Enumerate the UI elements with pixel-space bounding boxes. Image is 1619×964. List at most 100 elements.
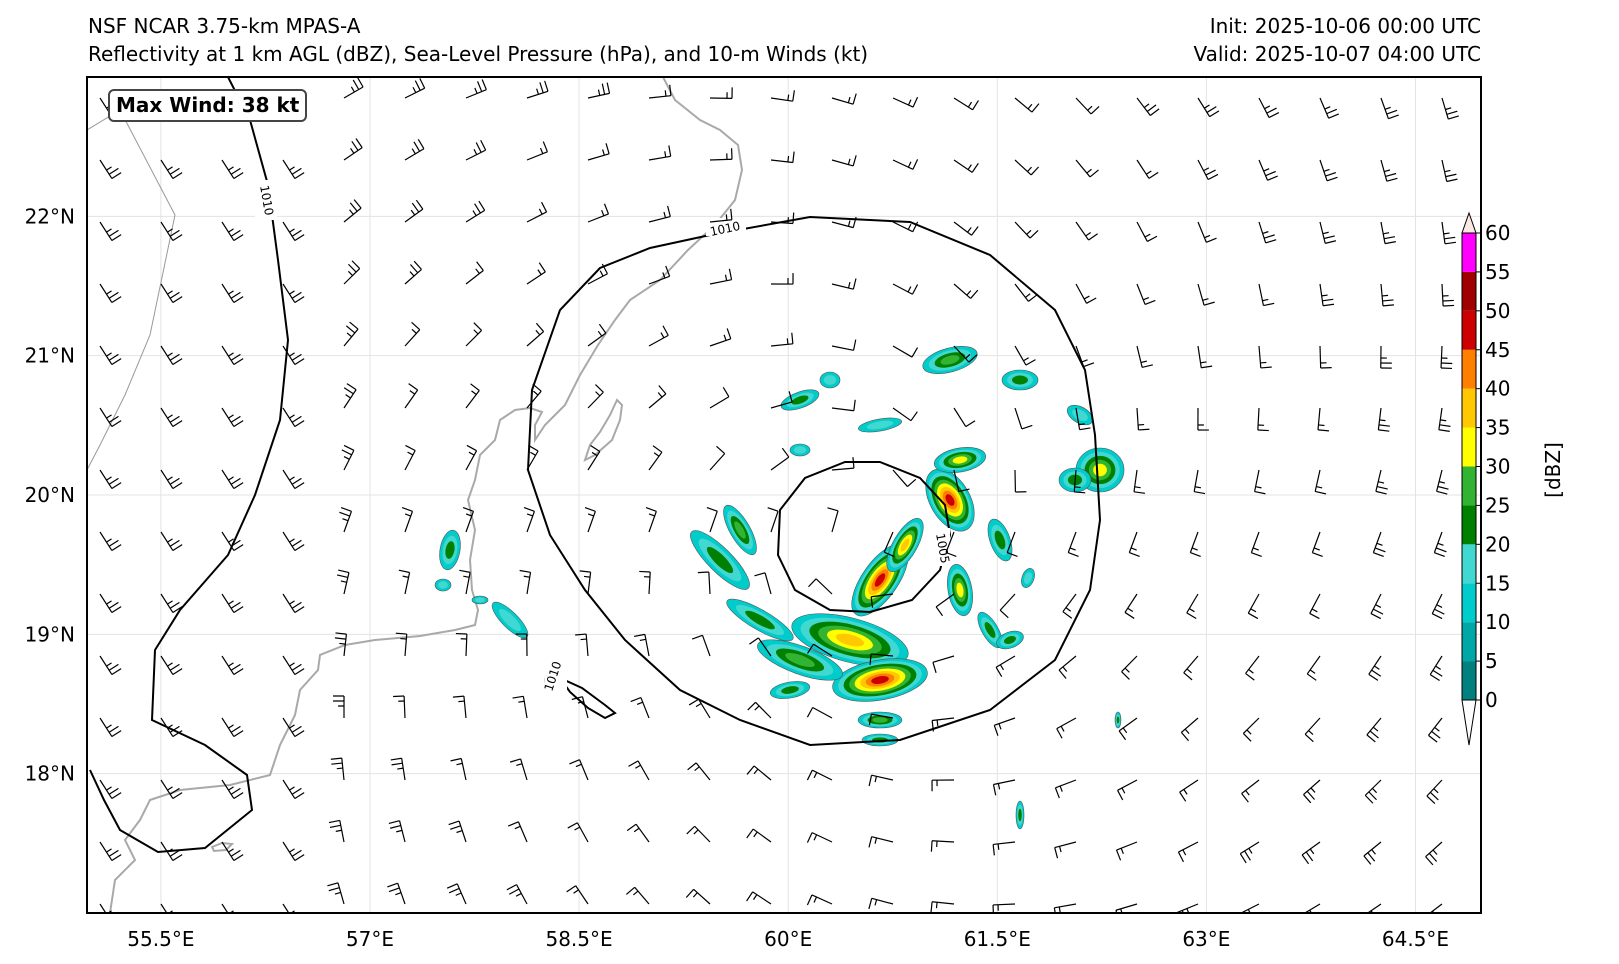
wind-barb-icon <box>1438 407 1451 432</box>
wind-barb-icon <box>993 717 1016 736</box>
wind-barb-icon <box>99 531 122 552</box>
wind-barb-icon <box>770 391 793 409</box>
wind-barb-icon <box>932 655 955 674</box>
colorbar-segment <box>1462 271 1476 311</box>
wind-barb-icon <box>770 151 795 164</box>
colorbar-tick-label: 60 <box>1485 221 1510 245</box>
lon-tick-label: 61.5°E <box>964 927 1031 951</box>
wind-barb-icon <box>526 444 539 471</box>
echo-cell <box>871 676 889 684</box>
colorbar-segment <box>1462 349 1476 389</box>
wind-barb-icon <box>697 571 711 595</box>
wind-barb-icon <box>806 769 833 781</box>
wind-barb-icon <box>523 507 535 533</box>
wind-barb-icon <box>1117 779 1138 801</box>
wind-barb-icon <box>1380 283 1395 307</box>
wind-barb-icon <box>1258 97 1280 119</box>
wind-barb-icon <box>806 894 833 906</box>
wind-barb-icon <box>953 345 978 363</box>
wind-barb-icon <box>1247 593 1260 620</box>
wind-barb-icon <box>526 80 549 99</box>
title-fields: Reflectivity at 1 km AGL (dBZ), Sea-Leve… <box>88 42 869 66</box>
wind-barb-icon <box>648 385 667 409</box>
wind-barb-icon <box>953 469 970 493</box>
wind-barb-icon <box>1054 841 1077 859</box>
wind-barb-icon <box>1317 407 1330 432</box>
wind-barb-icon <box>1239 841 1260 864</box>
wind-barb-icon <box>709 148 733 161</box>
wind-barb-icon <box>831 93 857 105</box>
isobar-labels: 1010 1010 1010 1005 <box>255 180 952 696</box>
wind-barb-icon <box>99 779 122 800</box>
wind-barb-icon <box>648 84 672 99</box>
wind-barb-icon <box>1115 903 1138 913</box>
isobar-label-1010-west: 1010 <box>257 184 276 217</box>
wind-barb-icon <box>806 706 833 719</box>
wind-barb-icon <box>1368 655 1382 681</box>
wind-barb-icon <box>648 445 663 471</box>
colorbar-tick-label: 45 <box>1485 338 1510 362</box>
wind-barb-icon <box>282 593 305 614</box>
wind-barb-icon <box>868 897 894 910</box>
wind-barb-icon <box>1180 717 1199 742</box>
wind-barb-icon <box>587 143 610 161</box>
wind-barb-icon <box>1311 531 1323 558</box>
echo-cell <box>940 355 960 365</box>
wind-barb-icon <box>746 891 772 905</box>
wind-barb-icon <box>1075 221 1098 241</box>
colorbar-tick-label: 35 <box>1485 416 1510 440</box>
wind-barb-icon <box>339 507 353 533</box>
wind-barb-icon <box>398 569 411 595</box>
wind-barb-icon <box>1319 159 1338 182</box>
wind-barb-icon <box>1366 903 1382 913</box>
wind-barb-icon <box>1250 531 1262 558</box>
colorbar-segment <box>1462 388 1476 428</box>
wind-barb-icon <box>334 632 348 657</box>
wind-barb-icon <box>395 632 408 657</box>
wind-barb-icon <box>404 260 422 285</box>
wind-barb-icon <box>571 696 589 719</box>
echo-cell <box>945 494 955 506</box>
wind-barb-icon <box>1319 283 1335 307</box>
wind-barb-icon <box>770 447 790 471</box>
wind-barb-icon <box>870 593 894 608</box>
wind-barb-icon <box>160 407 183 428</box>
wind-barb-icon <box>1197 407 1209 431</box>
echo-cell <box>874 573 886 587</box>
wind-barb-icon <box>648 265 671 285</box>
title-model: NSF NCAR 3.75-km MPAS-A <box>88 14 361 38</box>
wind-barb-icon <box>404 444 416 471</box>
wind-barb-icon <box>282 221 305 242</box>
wind-barb-icon <box>160 159 183 180</box>
colorbar-segment <box>1462 310 1476 350</box>
wind-barb-icon <box>1075 407 1091 431</box>
wind-barb-icon <box>282 469 305 490</box>
wind-barb-icon <box>330 757 345 781</box>
wind-barb-icon <box>465 261 484 285</box>
wind-barb-icon <box>526 383 542 409</box>
wind-barb-icon <box>953 407 976 428</box>
wind-barb-icon <box>221 779 244 800</box>
colorbar-segment <box>1462 661 1476 700</box>
echo-cell <box>1093 463 1107 477</box>
wind-barb-icon <box>579 570 592 595</box>
wind-barb-icon <box>1197 159 1219 181</box>
wind-barb-icon <box>767 507 779 533</box>
wind-barb-icon <box>746 828 772 843</box>
wind-barb-icon <box>1136 221 1158 242</box>
wind-barb-icon <box>868 836 894 848</box>
wind-barb-icon <box>1062 593 1077 619</box>
wind-barb-icon <box>465 444 478 471</box>
wind-barb-icon <box>575 633 589 657</box>
wind-barb-icon <box>1380 159 1398 182</box>
wind-barb-icon <box>868 713 894 726</box>
wind-barb-icon <box>448 820 467 843</box>
wind-barb-icon <box>1431 593 1445 620</box>
echo-cell <box>900 538 910 552</box>
wind-barb-icon <box>754 572 772 595</box>
lon-tick-label: 57°E <box>346 927 394 951</box>
wind-barb-icon <box>446 883 467 905</box>
lon-tick-label: 55.5°E <box>127 927 194 951</box>
wind-barb-icon <box>327 882 345 905</box>
wind-barb-icon <box>587 263 608 285</box>
